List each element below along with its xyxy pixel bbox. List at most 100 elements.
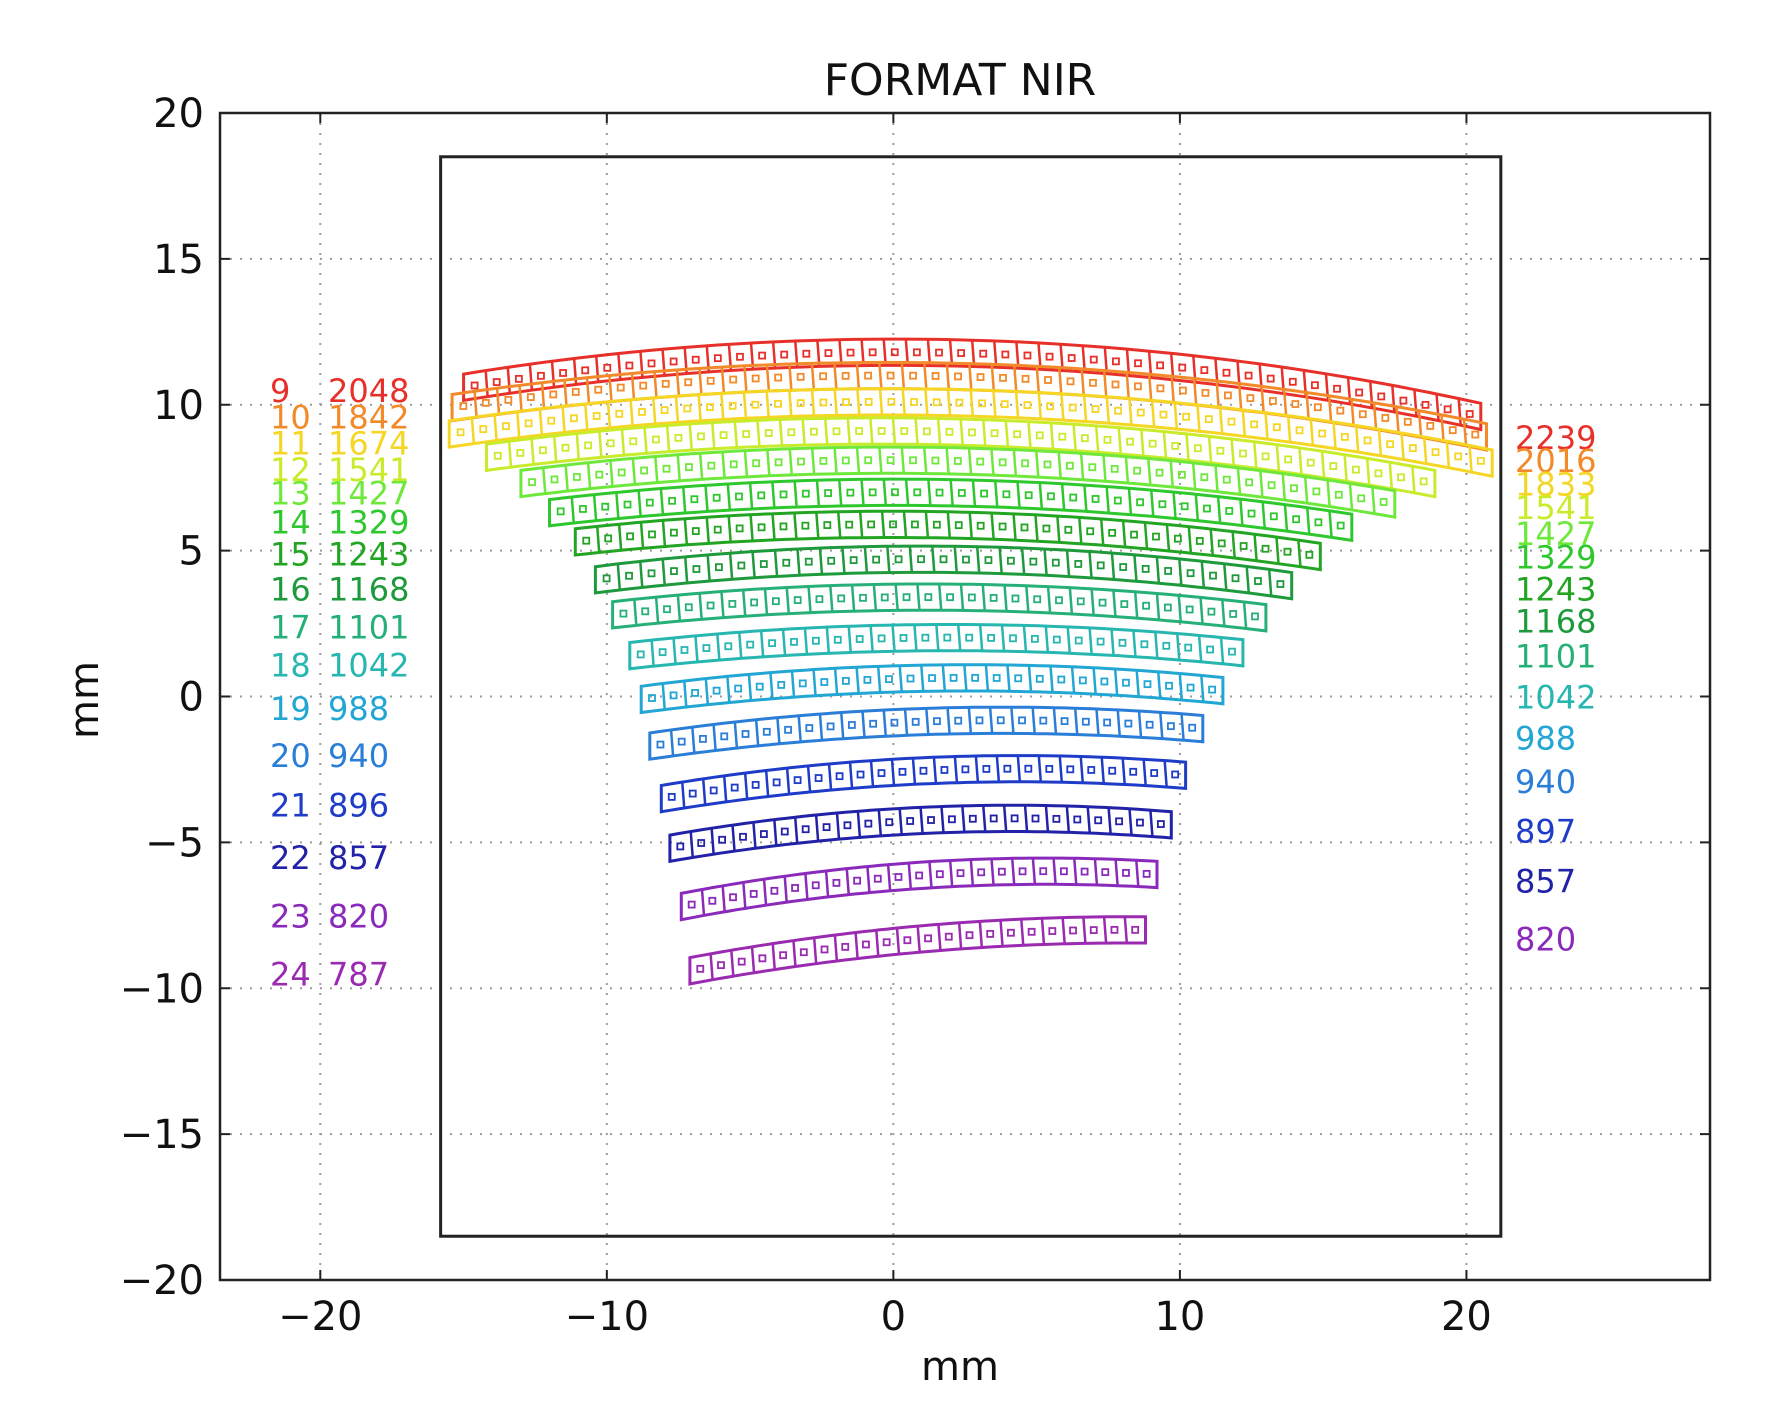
cell-mark <box>709 786 718 795</box>
cell-mark <box>917 555 925 564</box>
cell-divider <box>1014 391 1020 418</box>
cell-mark <box>835 772 844 781</box>
cell-mark <box>880 593 889 602</box>
cell-mark <box>841 676 850 685</box>
cell-divider <box>1113 668 1119 696</box>
cell-divider <box>913 624 918 652</box>
cell-mark <box>1047 492 1055 501</box>
cell-mark <box>1069 493 1078 502</box>
cell-mark <box>592 412 601 420</box>
cell-divider <box>1121 758 1126 785</box>
left-wavelength-label: 2048 <box>328 372 409 410</box>
order-number-label: 15 <box>270 536 311 574</box>
cell-divider <box>1002 805 1008 832</box>
cell-divider <box>1155 593 1161 620</box>
y-tick-label: −5 <box>145 820 204 866</box>
cell-divider <box>1221 599 1226 626</box>
cell-mark <box>1239 542 1248 550</box>
cell-divider <box>1157 671 1162 699</box>
cell-mark <box>1209 571 1217 580</box>
cell-divider <box>1216 496 1222 523</box>
cell-divider <box>598 431 603 458</box>
order-outline <box>593 544 1294 601</box>
order-number-label: 18 <box>270 646 311 684</box>
cell-mark <box>842 398 850 407</box>
cell-divider <box>1200 561 1206 588</box>
left-wavelength-label: 1243 <box>328 536 409 574</box>
cell-mark <box>1261 544 1270 553</box>
cell-divider <box>1125 372 1130 399</box>
cell-mark <box>1080 867 1089 876</box>
cell-mark <box>661 379 670 388</box>
cell-divider <box>1283 504 1289 531</box>
cell-divider <box>894 584 899 611</box>
cell-mark <box>1266 374 1275 383</box>
cell-mark <box>1200 366 1209 374</box>
cell-divider <box>1133 554 1138 582</box>
cell-divider <box>1105 396 1111 424</box>
cell-mark <box>755 682 764 691</box>
cell-mark <box>1129 767 1138 776</box>
cell-mark <box>1108 766 1117 775</box>
cell-divider <box>1165 524 1171 551</box>
cell-mark <box>730 783 739 792</box>
cell-mark <box>1201 388 1210 397</box>
order-number-label: 20 <box>270 737 311 775</box>
cell-divider <box>932 757 938 784</box>
cell-mark <box>1145 720 1154 729</box>
cell-mark <box>1001 350 1010 359</box>
cell-divider <box>797 715 802 743</box>
cell-divider <box>1140 429 1145 456</box>
right-wavelength-label: 820 <box>1515 921 1576 959</box>
cell-divider <box>592 494 598 522</box>
cell-divider <box>615 492 620 519</box>
cell-mark <box>1222 475 1231 484</box>
cell-divider <box>726 483 732 511</box>
cell-mark <box>757 523 766 532</box>
cell-divider <box>869 625 874 652</box>
cell-divider <box>1015 341 1020 369</box>
cell-divider <box>1239 499 1244 526</box>
cell-mark <box>656 740 665 749</box>
cell-mark <box>814 774 823 782</box>
cell-divider <box>824 870 830 898</box>
cell-mark <box>1379 498 1388 506</box>
order-outline <box>573 509 1322 572</box>
cell-mark <box>909 371 917 380</box>
cell-divider <box>1132 630 1137 657</box>
cell-mark <box>799 948 808 957</box>
cell-mark <box>658 648 667 657</box>
cell-mark <box>846 488 855 497</box>
cell-divider <box>665 425 671 452</box>
cell-divider <box>1080 368 1085 396</box>
cell-mark <box>922 427 931 436</box>
cell-mark <box>845 520 854 529</box>
cell-mark <box>493 451 502 460</box>
cell-divider <box>661 558 666 586</box>
order-number-label: 24 <box>270 956 311 994</box>
cell-mark <box>877 634 886 643</box>
cell-mark <box>928 674 936 683</box>
cell-mark <box>986 929 995 938</box>
cell-divider <box>1058 755 1064 783</box>
cell-mark <box>1156 361 1165 370</box>
cell-mark <box>1148 439 1157 448</box>
cell-divider <box>1082 395 1088 422</box>
cell-divider <box>1040 918 1046 945</box>
cell-divider <box>1264 412 1269 440</box>
cell-mark <box>1081 434 1089 443</box>
cell-divider <box>1303 476 1309 504</box>
cell-divider <box>1010 707 1015 734</box>
cell-divider <box>788 448 794 476</box>
cell-mark <box>1200 473 1209 482</box>
cell-mark <box>641 607 650 616</box>
right-wavelength-label: 940 <box>1515 763 1576 801</box>
cell-mark <box>868 348 877 357</box>
cell-divider <box>1260 386 1265 413</box>
cell-divider <box>1016 481 1021 508</box>
cell-mark <box>790 637 798 646</box>
cell-mark <box>1134 382 1142 391</box>
cell-mark <box>1295 426 1304 435</box>
x-tick-label: −10 <box>565 1294 649 1340</box>
